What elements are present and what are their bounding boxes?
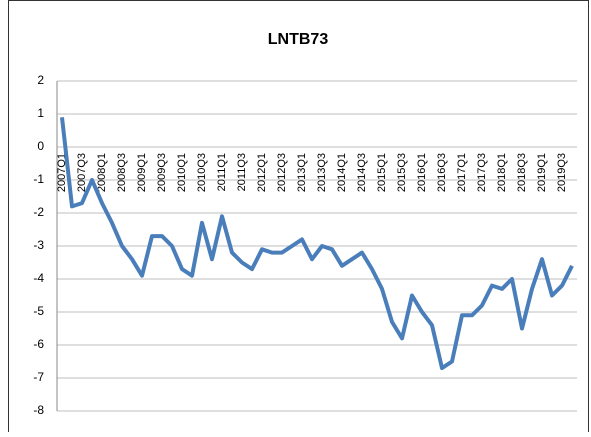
- chart-title: LNTB73: [268, 31, 329, 48]
- y-tick-label: -7: [33, 370, 44, 384]
- x-tick-label: 2015Q1: [376, 153, 388, 192]
- x-tick-label: 2008Q3: [116, 153, 128, 192]
- x-tick-label: 2011Q3: [236, 153, 248, 191]
- x-tick-label: 2019Q3: [556, 153, 568, 192]
- x-tick-label: 2007Q1: [56, 153, 68, 192]
- x-tick-label: 2015Q3: [396, 153, 408, 192]
- x-tick-label: 2012Q3: [276, 153, 288, 192]
- x-tick-label: 2007Q3: [76, 153, 88, 192]
- x-tick-label: 2012Q1: [256, 153, 268, 192]
- y-tick-label: -2: [33, 205, 44, 219]
- x-tick-label: 2010Q3: [196, 153, 208, 192]
- x-tick-label: 2014Q3: [356, 153, 368, 192]
- chart-frame: [8, 0, 589, 437]
- x-tick-label: 2017Q3: [476, 153, 488, 192]
- y-tick-label: -8: [33, 403, 44, 417]
- x-tick-label: 2019Q1: [536, 153, 548, 192]
- y-tick-label: -4: [33, 271, 44, 285]
- x-tick-label: 2010Q1: [176, 153, 188, 192]
- y-tick-label: -5: [33, 304, 44, 318]
- y-tick-label: -1: [33, 172, 44, 186]
- data-line: [60, 117, 574, 371]
- x-tick-label: 2014Q1: [336, 153, 348, 192]
- x-tick-label: 2018Q1: [496, 153, 508, 192]
- x-tick-label: 2013Q3: [316, 153, 328, 192]
- y-tick-label: 2: [37, 73, 44, 87]
- x-tick-label: 2016Q3: [436, 153, 448, 192]
- x-tick-label: 2013Q1: [296, 153, 308, 192]
- x-tick-label: 2008Q1: [96, 153, 108, 192]
- x-tick-label: 2018Q3: [516, 153, 528, 192]
- x-tick-label: 2009Q1: [136, 153, 148, 192]
- x-tick-label: 2016Q1: [416, 153, 428, 192]
- x-tick-label: 2017Q1: [456, 153, 468, 192]
- y-tick-label: -6: [33, 337, 44, 351]
- y-tick-label: -3: [33, 238, 44, 252]
- y-tick-label: 1: [37, 106, 44, 120]
- x-tick-label: 2009Q3: [156, 153, 168, 192]
- y-tick-label: 0: [37, 139, 44, 153]
- x-tick-label: 2011Q1: [216, 153, 228, 191]
